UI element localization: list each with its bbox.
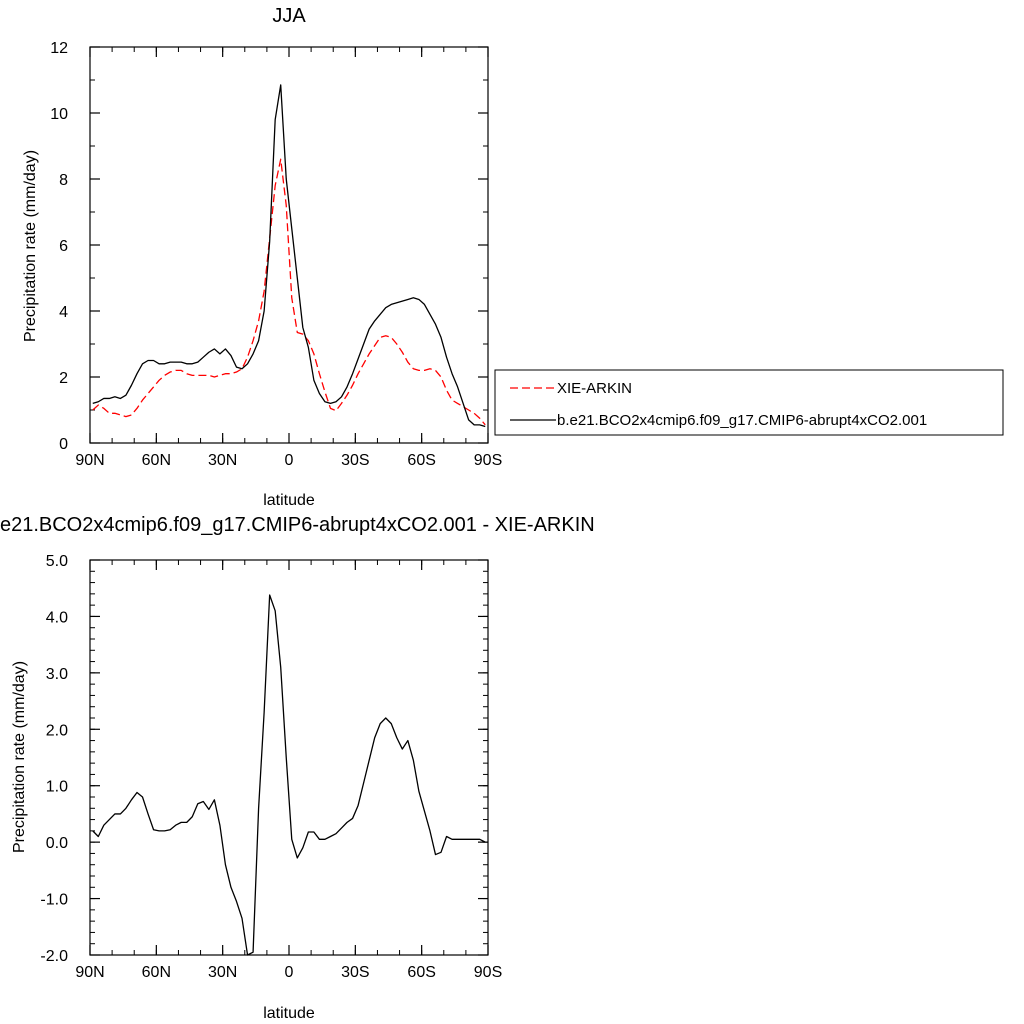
legend-label-model: b.e21.BCO2x4cmip6.f09_g17.CMIP6-abrupt4x…: [557, 412, 927, 429]
y-tick-label: 5.0: [46, 553, 68, 570]
y-tick-label: 1.0: [46, 779, 68, 796]
x-tick-label: 0: [285, 964, 294, 981]
y-tick-label: 4: [59, 304, 68, 321]
bottom-chart-series-line-0: [92, 594, 486, 956]
y-tick-label: 10: [50, 106, 68, 123]
x-tick-label: 90S: [474, 964, 502, 981]
y-tick-label: 3.0: [46, 666, 68, 683]
top-chart-legend: XIE-ARKIN b.e21.BCO2x4cmip6.f09_g17.CMIP…: [494, 369, 1004, 436]
x-tick-label: 30N: [208, 964, 237, 981]
top-chart-frame: [89, 46, 489, 444]
x-tick-label: 30N: [208, 452, 237, 469]
bottom-chart-panel: b.e21.BCO2x4cmip6.f09_g17.CMIP6-abrupt4x…: [0, 514, 595, 1022]
bottom-chart-title: b.e21.BCO2x4cmip6.f09_g17.CMIP6-abrupt4x…: [0, 514, 595, 536]
top-chart-series-line-0: [92, 158, 486, 426]
x-tick-label: 60S: [407, 452, 435, 469]
bottom-chart-y-axis-label: Precipitation rate (mm/day): [11, 661, 28, 853]
top-chart-y-axis-label: Precipitation rate (mm/day): [22, 150, 39, 342]
y-tick-label: 0: [59, 436, 68, 453]
x-tick-label: 60N: [142, 452, 171, 469]
top-chart-title: JJA: [272, 5, 306, 27]
x-tick-label: 30S: [341, 452, 369, 469]
bottom-chart-plot: 90N 60N 30N 0 30S 60S 90S -2.0 -1.0 0.0 1.0 2.0 3.0 4…: [40, 553, 502, 981]
x-tick-label: 60N: [142, 964, 171, 981]
y-tick-label: 8: [59, 172, 68, 189]
x-tick-label: 90S: [474, 452, 502, 469]
x-tick-label: 90N: [75, 452, 104, 469]
y-tick-label: 12: [50, 40, 68, 57]
top-chart-plot: 90N 60N 30N 0 30S 60S 90S 0 2 4 6 8 10 12: [50, 40, 502, 469]
legend-box: [494, 369, 1004, 436]
y-tick-label: -1.0: [40, 892, 68, 909]
legend-label-xie-arkin: XIE-ARKIN: [557, 380, 632, 397]
y-tick-label: -2.0: [40, 948, 68, 965]
y-tick-label: 2.0: [46, 722, 68, 739]
y-tick-label: 4.0: [46, 609, 68, 626]
top-chart-x-axis-label: latitude: [263, 492, 315, 509]
y-tick-label: 6: [59, 238, 68, 255]
x-tick-label: 60S: [407, 964, 435, 981]
x-tick-label: 90N: [75, 964, 104, 981]
x-tick-label: 30S: [341, 964, 369, 981]
y-tick-label: 2: [59, 370, 68, 387]
top-chart-panel: JJA 90N 60N 30N 0 30S 60S 90S 0 2 4 6 8 10 12 latitud…: [22, 5, 502, 509]
top-chart-series-line-1: [92, 84, 486, 428]
bottom-chart-x-axis-label: latitude: [263, 1005, 315, 1022]
y-tick-label: 0.0: [46, 835, 68, 852]
x-tick-label: 0: [285, 452, 294, 469]
bottom-chart-frame: [89, 559, 489, 956]
